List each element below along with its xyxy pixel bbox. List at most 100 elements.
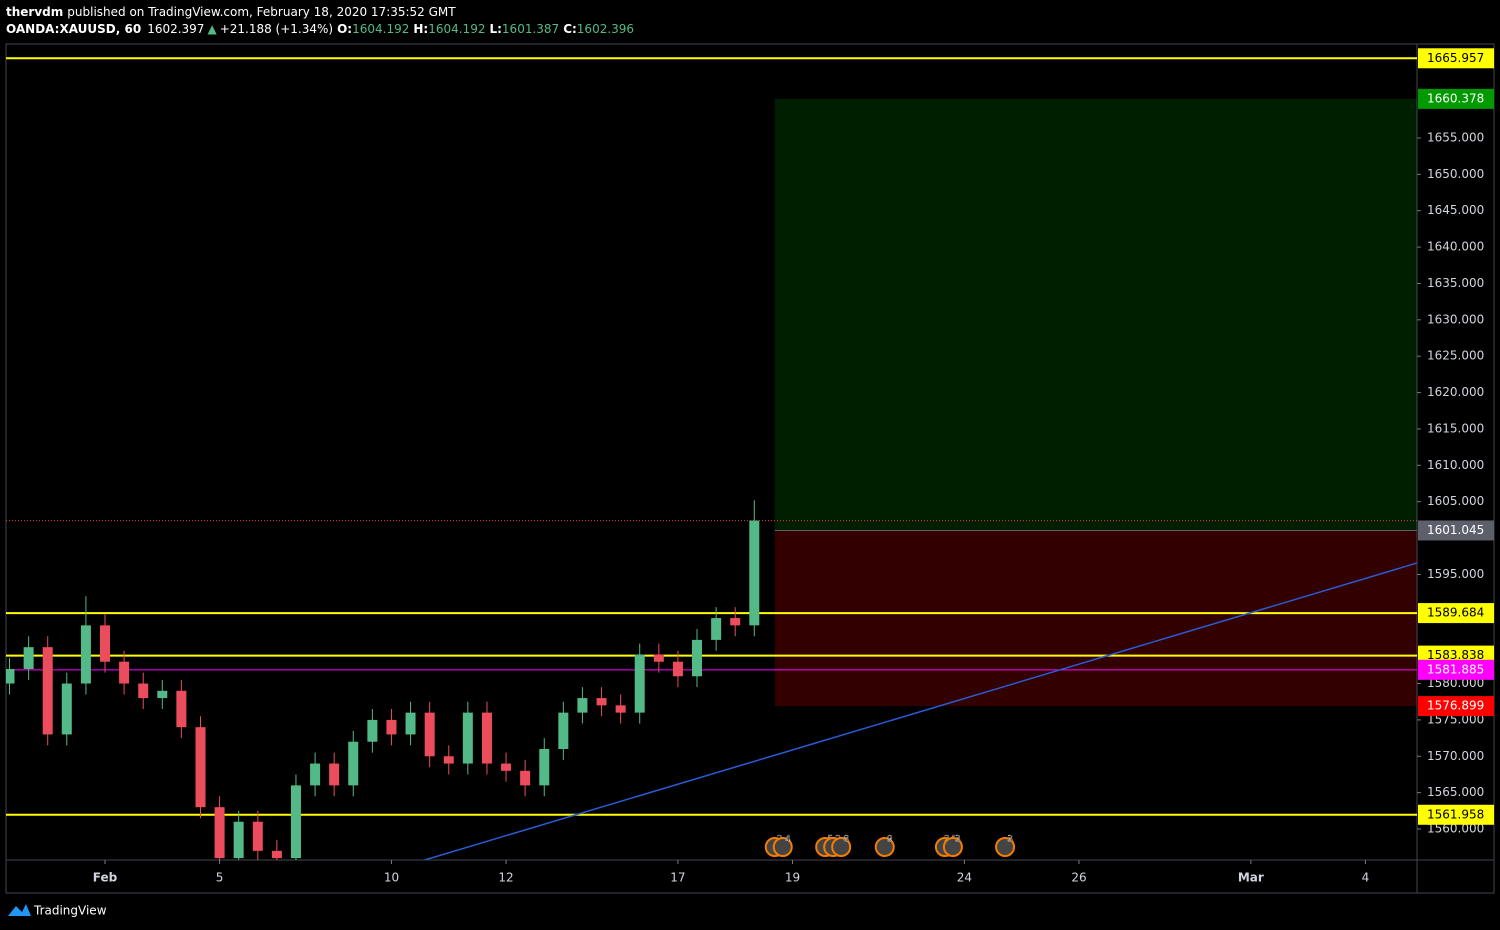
footer: TradingView [8,904,107,918]
price-tag-label: 1581.885 [1427,662,1484,676]
ohlc-key: C: [563,22,577,36]
event-icon [772,837,793,857]
x-tick-label: Feb [93,871,118,885]
published: published on TradingView.com, February 1… [67,5,456,19]
event-icon [942,837,963,857]
candle-body [520,770,531,786]
change: +21.188 (+1.34%) [220,22,333,36]
price-tag-label: 1601.045 [1427,523,1484,537]
y-tick-label: 1630.000 [1427,312,1484,326]
ohlc-value: 1601.387 [502,22,559,36]
candle-body [443,756,454,764]
candle-body [348,741,359,786]
price-tag [1418,696,1494,717]
candle-body [138,683,149,699]
event-count: 3 [955,835,961,845]
y-tick-label: 1565.000 [1427,785,1484,799]
event-icon [831,837,852,857]
candle-body [481,712,492,764]
x-tick-label: 12 [498,871,513,885]
ohlc-key: L: [489,22,501,36]
price-tag [1418,659,1494,680]
candle-body [711,618,722,640]
y-tick-label: 1655.000 [1427,130,1484,144]
price-tag-label: 1589.684 [1427,606,1484,620]
candle-body [386,719,397,735]
event-count: 8 [843,835,849,845]
event-icon [874,837,895,857]
candle-body [577,698,588,713]
price-tag-label: 1583.838 [1427,648,1484,662]
y-tick-label: 1635.000 [1427,276,1484,290]
y-tick-label: 1605.000 [1427,494,1484,508]
candle-body [730,618,741,626]
y-tick-label: 1645.000 [1427,203,1484,217]
y-tick-label: 1620.000 [1427,385,1484,399]
candle-body [329,763,340,786]
y-tick-label: 1615.000 [1427,421,1484,435]
candle-body [424,712,435,757]
candle-body [749,520,760,626]
candle-body [271,850,282,859]
ohlc-value: 1602.396 [577,22,634,36]
candle-body [596,698,607,706]
candle-body [310,763,321,786]
x-tick-label: 5 [216,871,224,885]
x-tick-label: 17 [670,871,685,885]
event-count: 3 [1007,835,1013,845]
axes: 1560.0001565.0001570.0001575.0001580.000… [93,48,1494,885]
header-line: OANDA:XAUUSD, 60 1602.397 ▲ +21.188 (+1.34%… [6,22,634,36]
arrow: ▲ [207,22,217,36]
candle-body [653,654,664,662]
price-tag [1418,88,1494,109]
candle-body [462,712,473,764]
candle-body [501,763,512,771]
x-tick-label: 26 [1071,871,1086,885]
stop-zone [774,530,1417,707]
event-icon [995,837,1016,857]
candle-body [195,727,206,808]
x-tick-label: 24 [957,871,972,885]
price-tag [1418,48,1494,69]
candle-body [672,661,683,677]
event-count: 9 [887,835,893,845]
price-tag-label: 1576.899 [1427,699,1484,713]
header-line: thervdm published on TradingView.com, Feb… [6,5,456,19]
candle-body [61,683,72,735]
y-tick-label: 1595.000 [1427,567,1484,581]
brand: TradingView [33,904,107,918]
candle-body [615,705,626,713]
y-tick-label: 1560.000 [1427,822,1484,836]
candle-body [42,647,53,735]
y-tick-label: 1640.000 [1427,240,1484,254]
candle-body [558,712,569,749]
plot: 2452892433 [6,57,1417,860]
symbol: OANDA:XAUUSD, 60 [6,22,141,36]
header: thervdm published on TradingView.com, Feb… [6,5,634,36]
candle-body [176,690,187,728]
price-tag [1418,603,1494,624]
candle-body [634,654,645,713]
candle-body [290,785,301,859]
price-tag-label: 1561.958 [1427,807,1484,821]
x-tick-label: Mar [1238,871,1264,885]
x-tick-label: 19 [785,871,800,885]
candle-body [23,647,34,669]
price-tag [1418,804,1494,825]
ohlc-value: 1604.192 [428,22,485,36]
price-tag [1418,520,1494,541]
ohlc-value: 1604.192 [352,22,409,36]
candle-body [405,712,416,735]
candle-body [252,821,263,851]
candle-body [80,625,91,684]
last-price: 1602.397 [147,22,204,36]
y-tick-label: 1625.000 [1427,349,1484,363]
y-tick-label: 1570.000 [1427,749,1484,763]
candle-body [100,625,111,662]
author: thervdm [6,5,63,19]
price-tag-label: 1660.378 [1427,91,1484,105]
candle-body [367,719,378,742]
